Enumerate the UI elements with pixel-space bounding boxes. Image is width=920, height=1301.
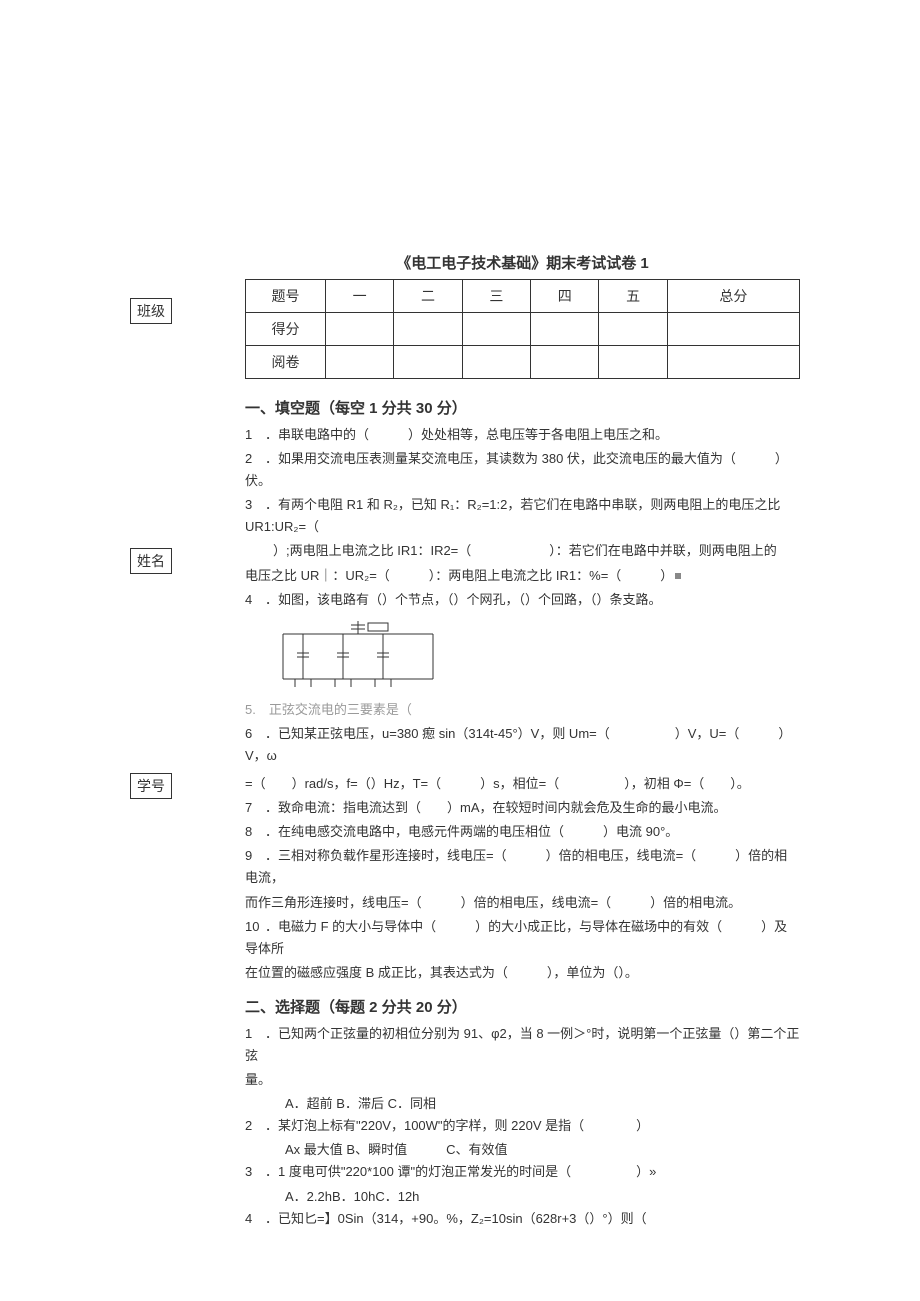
id-label: 学号 [137, 778, 165, 794]
col-header: 五 [599, 280, 667, 313]
cell [394, 313, 462, 346]
exam-title: 《电工电子技术基础》期末考试试卷 1 [245, 252, 800, 273]
question-3: 3．有两个电阻 R1 和 R₂，已知 R₁：R₂=1:2，若它们在电路中串联，则… [245, 494, 800, 538]
qtext: ．三相对称负载作星形连接时，线电压=（ ）倍的相电压，线电流=（ ）倍的相电流， [245, 848, 787, 885]
qnum: 1 [245, 424, 265, 446]
name-label-box: 姓名 [130, 548, 172, 574]
qtext: ．电磁力 F 的大小与导体中（ ）的大小成正比，与导体在磁场中的有效（ ）及导体… [245, 919, 787, 956]
qnum: 10 [245, 916, 265, 938]
qnum: 2 [245, 1115, 265, 1137]
qtext: ．已知两个正弦量的初相位分别为 91、φ2，当 8 一例＞°时，说明第一个正弦量… [245, 1026, 799, 1063]
table-row: 得分 [246, 313, 800, 346]
id-label-box: 学号 [130, 773, 172, 799]
qtext: ．有两个电阻 R1 和 R₂，已知 R₁：R₂=1:2，若它们在电路中串联，则两… [245, 497, 780, 534]
qtext: ．已知某正弦电压，u=380 瘛 sin（314t-45°）V，则 Um=（ ）… [245, 726, 791, 763]
qtext: ．某灯泡上标有"220V，100W"的字样，则 220V 是指（ ） [265, 1118, 649, 1133]
class-label: 班级 [137, 303, 165, 319]
question-1: 1．串联电路中的（ ）处处相等，总电压等于各电阻上电压之和。 [245, 424, 800, 446]
class-label-box: 班级 [130, 298, 172, 324]
qnum: 3 [245, 494, 265, 516]
question-4: 4．如图，该电路有（）个节点，（）个网孔，（）个回路，（）条支路。 [245, 589, 800, 611]
exam-content: 《电工电子技术基础》期末考试试卷 1 题号 一 二 三 四 五 总分 得分 阅卷… [245, 252, 800, 1232]
qtext: 电压之比 UR｜：UR₂=（ ）：两电阻上电流之比 IR1：%=（ ） [245, 568, 673, 583]
cell [599, 313, 667, 346]
s2-question-1: 1．已知两个正弦量的初相位分别为 91、φ2，当 8 一例＞°时，说明第一个正弦… [245, 1023, 800, 1067]
qnum: 7 [245, 797, 265, 819]
qnum: 9 [245, 845, 265, 867]
section2-heading: 二、选择题（每题 2 分共 20 分） [245, 996, 800, 1017]
qnum: 4 [245, 589, 265, 611]
qnum: 1 [245, 1023, 265, 1045]
qnum: 3 [245, 1161, 265, 1183]
qtext: ）;两电阻上电流之比 IR1：IR2=（ ）：若它们在电路中并联，则两电阻上的 [273, 543, 777, 558]
question-7: 7．致命电流：指电流达到（ ）mA，在较短时间内就会危及生命的最小电流。 [245, 797, 800, 819]
table-row: 题号 一 二 三 四 五 总分 [246, 280, 800, 313]
question-10: 10．电磁力 F 的大小与导体中（ ）的大小成正比，与导体在磁场中的有效（ ）及… [245, 916, 800, 960]
name-label: 姓名 [137, 553, 165, 569]
qnum: 8 [245, 821, 265, 843]
qtext: ．致命电流：指电流达到（ ）mA，在较短时间内就会危及生命的最小电流。 [265, 800, 727, 815]
question-9: 9．三相对称负载作星形连接时，线电压=（ ）倍的相电压，线电流=（ ）倍的相电流… [245, 845, 800, 889]
col-header: 三 [462, 280, 530, 313]
cell [462, 313, 530, 346]
s2-question-3: 3．1 度电可供"220*100 谭"的灯泡正常发光的时间是（ ）» [245, 1161, 800, 1183]
question-3b: ）;两电阻上电流之比 IR1：IR2=（ ）：若它们在电路中并联，则两电阻上的 [273, 540, 800, 562]
cell [667, 313, 799, 346]
question-2: 2．如果用交流电压表测量某交流电压，其读数为 380 伏，此交流电压的最大值为（… [245, 448, 800, 492]
cell [326, 346, 394, 379]
row-label: 阅卷 [246, 346, 326, 379]
s2-q1-options: A．超前 B．滞后 C．同相 [285, 1093, 800, 1115]
row-label: 题号 [246, 280, 326, 313]
section1-heading: 一、填空题（每空 1 分共 30 分） [245, 397, 800, 418]
s2-question-2: 2．某灯泡上标有"220V，100W"的字样，则 220V 是指（ ） [245, 1115, 800, 1137]
cell [326, 313, 394, 346]
qtext: ．如图，该电路有（）个节点，（）个网孔，（）个回路，（）条支路。 [265, 592, 662, 607]
qtext: ．1 度电可供"220*100 谭"的灯泡正常发光的时间是（ ）» [265, 1164, 656, 1179]
circuit-svg [273, 619, 443, 691]
qnum: 2 [245, 448, 265, 470]
question-3c: 电压之比 UR｜：UR₂=（ ）：两电阻上电流之比 IR1：%=（ ） [245, 565, 800, 587]
s2-question-1b: 量。 [245, 1069, 800, 1091]
col-header: 总分 [667, 280, 799, 313]
question-9b: 而作三角形连接时，线电压=（ ）倍的相电压，线电流=（ ）倍的相电流。 [245, 892, 800, 914]
cell [667, 346, 799, 379]
qtext: ．如果用交流电压表测量某交流电压，其读数为 380 伏，此交流电压的最大值为（ … [245, 451, 788, 488]
circuit-diagram [273, 619, 800, 691]
col-header: 四 [531, 280, 599, 313]
table-row: 阅卷 [246, 346, 800, 379]
question-6: 6．已知某正弦电压，u=380 瘛 sin（314t-45°）V，则 Um=（ … [245, 723, 800, 767]
blank-box-icon [675, 573, 681, 579]
question-10b: 在位置的磁感应强度 B 成正比，其表达式为（ ），单位为（）。 [245, 962, 800, 984]
score-table: 题号 一 二 三 四 五 总分 得分 阅卷 [245, 279, 800, 379]
cell [462, 346, 530, 379]
question-6b: =（ ）rad/s，f=（）Hz，T=（ ）s，相位=（ ），初相 Φ=（ ）。 [245, 773, 800, 795]
qtext: ．串联电路中的（ ）处处相等，总电压等于各电阻上电压之和。 [265, 427, 668, 442]
qnum: 4 [245, 1208, 265, 1230]
cell [394, 346, 462, 379]
qtext: ．在纯电感交流电路中，电感元件两端的电压相位（ ）电流 90°。 [265, 824, 678, 839]
col-header: 一 [326, 280, 394, 313]
question-5: 5. 正弦交流电的三要素是（ [245, 699, 800, 721]
cell [599, 346, 667, 379]
cell [531, 313, 599, 346]
s2-question-4: 4．已知匕=】0Sin（314，+90。%，Z₂=10sin（628r+3（）°… [245, 1208, 800, 1230]
cell [531, 346, 599, 379]
s2-q2-options: Ax 最大值 B、瞬时值 C、有效值 [285, 1139, 800, 1161]
row-label: 得分 [246, 313, 326, 346]
col-header: 二 [394, 280, 462, 313]
question-8: 8．在纯电感交流电路中，电感元件两端的电压相位（ ）电流 90°。 [245, 821, 800, 843]
qtext: ．已知匕=】0Sin（314，+90。%，Z₂=10sin（628r+3（）°）… [265, 1211, 647, 1226]
s2-q3-options: A．2.2hB．10hC．12h [285, 1186, 800, 1208]
qnum: 6 [245, 723, 265, 745]
